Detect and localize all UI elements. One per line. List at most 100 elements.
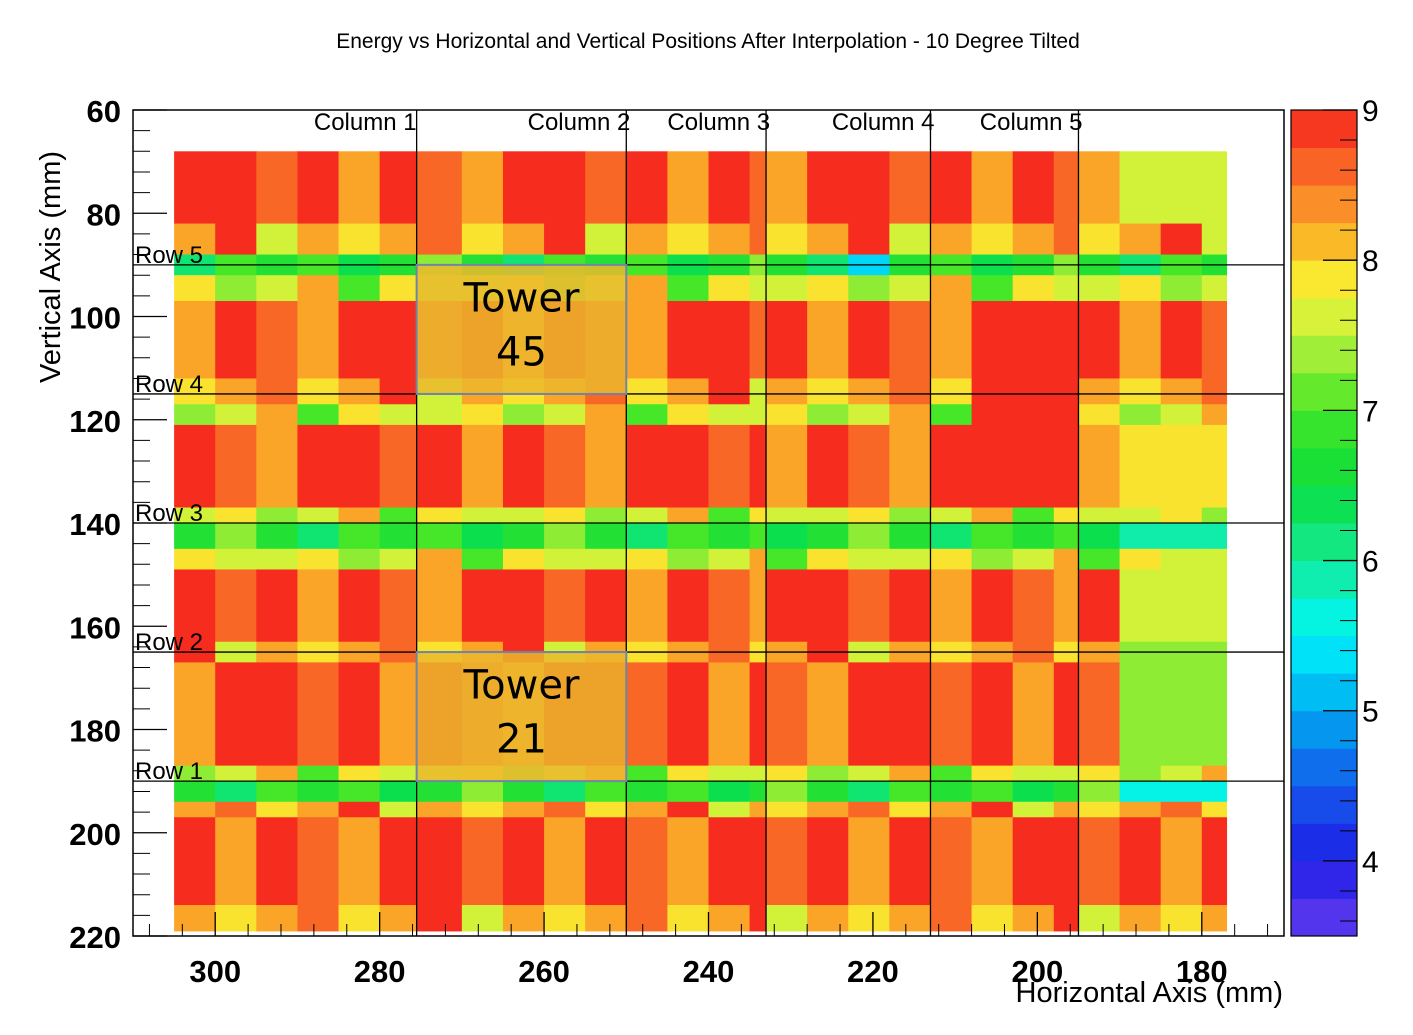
heatmap-cell xyxy=(708,275,751,302)
heatmap-cell xyxy=(1201,223,1228,256)
heatmap-cell xyxy=(1160,801,1203,818)
heatmap-cell xyxy=(379,569,418,643)
heatmap-cell xyxy=(1201,275,1228,302)
heatmap-cell xyxy=(626,507,668,524)
heatmap-cell xyxy=(889,569,932,643)
heatmap-cell xyxy=(379,378,418,405)
heatmap-cell xyxy=(379,275,418,302)
heatmap-cell xyxy=(667,569,710,643)
heatmap-cell xyxy=(297,781,340,803)
heatmap-cell xyxy=(338,404,381,426)
heatmap-cell xyxy=(807,662,849,767)
heatmap-cell xyxy=(1160,151,1203,225)
colorbar-step xyxy=(1291,860,1357,899)
heatmap-cell xyxy=(930,523,973,550)
heatmap-cell xyxy=(1012,275,1055,302)
heatmap-cell xyxy=(889,548,932,571)
heatmap-cell xyxy=(1119,275,1162,302)
heatmap-cell xyxy=(297,817,340,906)
heatmap-cell xyxy=(338,569,381,643)
heatmap-cell xyxy=(461,523,504,550)
heatmap-cell xyxy=(256,424,299,509)
heatmap-cell xyxy=(338,223,381,256)
column-label: Column 4 xyxy=(832,109,935,136)
heatmap-cell xyxy=(971,151,1014,225)
heatmap-cell xyxy=(544,905,586,932)
heatmap-cell xyxy=(297,662,340,767)
heatmap-cell xyxy=(1053,424,1080,509)
heatmap-cell xyxy=(461,424,504,509)
heatmap-cell xyxy=(338,275,381,302)
heatmap-cell xyxy=(215,223,257,256)
heatmap-cell xyxy=(585,569,627,643)
heatmap-cell xyxy=(338,301,381,380)
heatmap-cell xyxy=(1119,548,1162,571)
heatmap-cell xyxy=(1201,424,1228,509)
heatmap-cell xyxy=(1119,765,1162,782)
heatmap-cell xyxy=(1078,765,1121,782)
heatmap-cell xyxy=(297,404,340,426)
heatmap-cell xyxy=(708,765,751,782)
heatmap-cell xyxy=(626,781,668,803)
heatmap-cell xyxy=(749,523,767,550)
heatmap-cell xyxy=(766,548,808,571)
heatmap-cell xyxy=(1012,378,1055,405)
heatmap-cell xyxy=(971,781,1014,803)
column-label: Column 5 xyxy=(980,109,1083,136)
heatmap-cell xyxy=(174,569,216,643)
heatmap-cell xyxy=(502,223,545,256)
colorbar-step xyxy=(1291,372,1357,411)
heatmap-cell xyxy=(502,781,545,803)
heatmap-cell xyxy=(1119,569,1162,643)
heatmap-cell xyxy=(889,523,932,550)
heatmap-cell xyxy=(971,548,1014,571)
heatmap-cell xyxy=(667,507,710,524)
heatmap-cell xyxy=(416,523,463,550)
heatmap-cell xyxy=(848,301,890,380)
heatmap-cell xyxy=(502,507,545,524)
heatmap-cell xyxy=(1201,404,1228,426)
heatmap-cell xyxy=(379,404,418,426)
heatmap-cell xyxy=(848,507,890,524)
heatmap-cell xyxy=(256,507,299,524)
heatmap-cell xyxy=(930,151,973,225)
chart-title: Energy vs Horizontal and Vertical Positi… xyxy=(336,30,1080,53)
heatmap-cell xyxy=(766,151,808,225)
heatmap-cell xyxy=(297,801,340,818)
heatmap-cell xyxy=(1053,662,1080,767)
heatmap-cell xyxy=(215,523,257,550)
heatmap-cell xyxy=(971,817,1014,906)
colorbar-step xyxy=(1291,560,1357,599)
heatmap-cell xyxy=(502,817,545,906)
heatmap-cell xyxy=(749,548,767,571)
heatmap-cell xyxy=(297,523,340,550)
heatmap-cell xyxy=(215,569,257,643)
heatmap-cell xyxy=(544,523,586,550)
heatmap-cell xyxy=(379,424,418,509)
heatmap-cell xyxy=(930,905,973,932)
x-tick-label: 220 xyxy=(847,954,899,989)
tower-number: 45 xyxy=(496,330,547,376)
heatmap-cell xyxy=(461,548,504,571)
heatmap-cell xyxy=(1078,151,1121,225)
colorbar: 4 5 6 7 8 9 xyxy=(1290,95,1379,937)
heatmap-cell xyxy=(626,523,668,550)
heatmap-cell xyxy=(1201,781,1228,803)
heatmap-cell xyxy=(889,507,932,524)
heatmap-cell xyxy=(1078,817,1121,906)
colorbar-step xyxy=(1291,673,1357,712)
heatmap-cell xyxy=(544,507,586,524)
heatmap-cell xyxy=(379,151,418,225)
heatmap-cell xyxy=(1053,548,1080,571)
heatmap-cell xyxy=(1053,781,1080,803)
heatmap-cell xyxy=(1201,507,1228,524)
heatmap-cell xyxy=(749,662,767,767)
heatmap-cell xyxy=(930,507,973,524)
heatmap-cell xyxy=(297,378,340,405)
heatmap-cell xyxy=(807,801,849,818)
heatmap-cell xyxy=(1078,662,1121,767)
heatmap-cell xyxy=(585,801,627,818)
column-label: Column 3 xyxy=(667,109,770,136)
heatmap-cell xyxy=(971,275,1014,302)
heatmap-cell xyxy=(256,378,299,405)
